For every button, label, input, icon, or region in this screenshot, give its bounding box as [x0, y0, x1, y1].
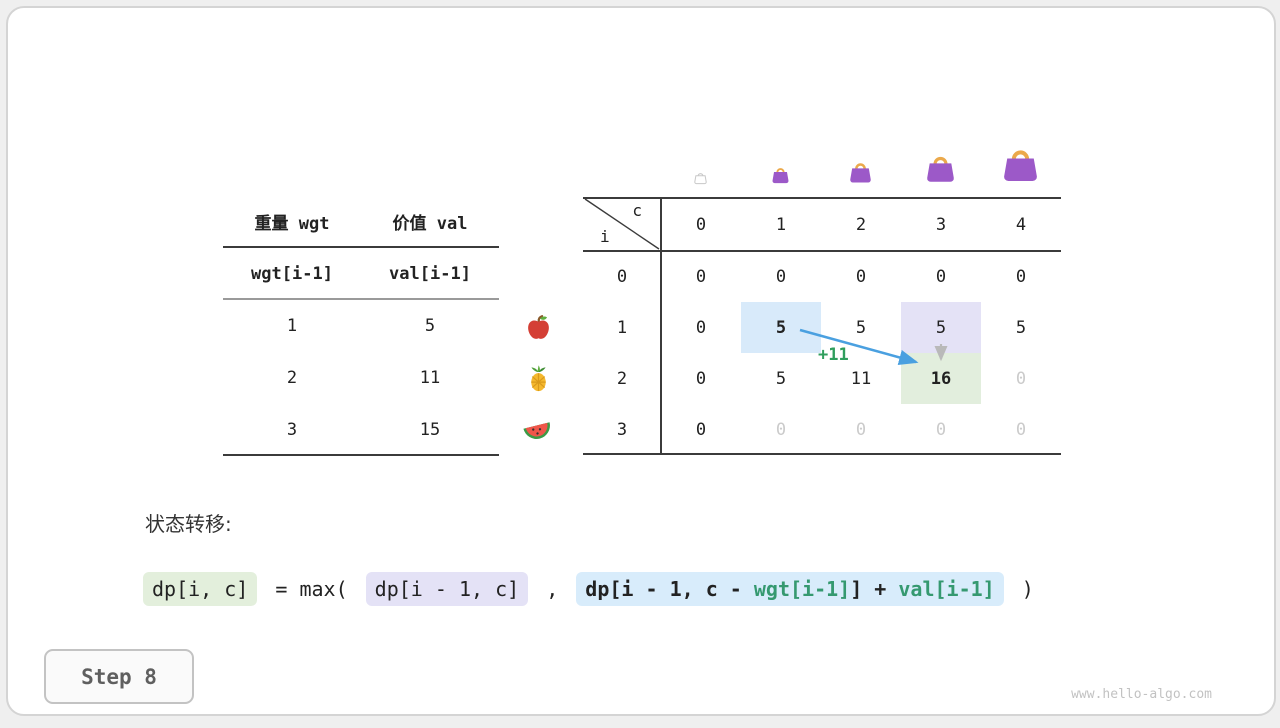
- formula-chip-dp: dp[i, c]: [143, 572, 258, 606]
- dp-cell-0-0: 0: [695, 266, 707, 287]
- formula-eq-max: = max(: [263, 577, 360, 601]
- bag-outline-tiny-icon: [693, 170, 708, 185]
- dp-cell-1-4: 5: [1015, 317, 1027, 338]
- item-2-weight: 2: [286, 368, 298, 388]
- formula-comma: ,: [534, 577, 571, 601]
- formula-take-part1: dp[i - 1, c -: [585, 577, 754, 601]
- dp-col-header-2: 2: [855, 214, 867, 235]
- bag-large-icon: [923, 150, 958, 185]
- dp-table-rule-header: [583, 250, 1061, 252]
- dp-cell-2-2: 11: [850, 368, 872, 389]
- items-formula-wgt: wgt[i-1]: [251, 264, 333, 284]
- dp-table: i c 0 1 2 3 4 0 0 0 0 0 0 1 0 5 5 5 5 2 …: [583, 198, 1061, 455]
- items-header-weight: 重量 wgt: [254, 214, 330, 234]
- figure-card: 重量 wgt 价值 val wgt[i-1] val[i-1] 1 5 2 11…: [6, 6, 1276, 716]
- dp-cell-2-0: 0: [695, 368, 707, 389]
- apple-icon: [523, 312, 554, 343]
- dp-cell-1-1: 5: [741, 302, 821, 353]
- formula-chip-prev: dp[i - 1, c]: [365, 572, 529, 606]
- formula-take-part2: ] +: [850, 577, 899, 601]
- dp-cell-3-1: 0: [775, 419, 787, 440]
- bag-xlarge-icon: [999, 142, 1042, 185]
- dp-cell-3-0: 0: [695, 419, 707, 440]
- dp-col-header-3: 3: [935, 214, 947, 235]
- formula-chip-take: dp[i - 1, c - wgt[i-1]] + val[i-1]: [576, 572, 1004, 606]
- bag-small-icon: [770, 164, 791, 185]
- transition-formula: dp[i, c] = max( dp[i - 1, c] , dp[i - 1,…: [143, 569, 1040, 609]
- items-table-rule-mid: [223, 298, 499, 300]
- watermark: www.hello-algo.com: [1071, 687, 1212, 702]
- step-badge: Step 8: [44, 649, 194, 704]
- formula-take-val: val[i-1]: [898, 577, 995, 601]
- item-1-weight: 1: [286, 316, 298, 336]
- dp-row-header-0: 0: [616, 266, 628, 287]
- item-2-value: 11: [419, 368, 441, 388]
- dp-table-rule-vertical: [660, 197, 662, 455]
- dp-table-rule-bottom: [583, 453, 1061, 455]
- dp-cell-2-1: 5: [775, 368, 787, 389]
- items-table-rule-bottom: [223, 454, 499, 456]
- dp-col-header-1: 1: [775, 214, 787, 235]
- col-variable-label: c: [632, 201, 642, 220]
- bag-medium-icon: [847, 158, 874, 185]
- dp-cell-1-3: 5: [901, 302, 981, 353]
- dp-cell-0-4: 0: [1015, 266, 1027, 287]
- item-3-weight: 3: [286, 420, 298, 440]
- dp-cell-2-4: 0: [1015, 368, 1027, 389]
- dp-cell-3-3: 0: [935, 419, 947, 440]
- watermelon-icon: [517, 409, 557, 449]
- items-table: 重量 wgt 价值 val wgt[i-1] val[i-1] 1 5 2 11…: [223, 195, 499, 456]
- items-table-rule-top: [223, 246, 499, 248]
- dp-corner-cell: i c: [583, 198, 661, 251]
- items-header-value: 价值 val: [392, 214, 468, 234]
- dp-table-rule-top: [583, 197, 1061, 199]
- dp-cell-0-1: 0: [775, 266, 787, 287]
- dp-cell-1-2: 5: [855, 317, 867, 338]
- transition-title: 状态转移:: [145, 512, 232, 536]
- pineapple-icon: [523, 363, 554, 394]
- dp-col-header-0: 0: [695, 214, 707, 235]
- dp-col-header-4: 4: [1015, 214, 1027, 235]
- dp-cell-0-2: 0: [855, 266, 867, 287]
- dp-cell-3-2: 0: [855, 419, 867, 440]
- formula-close-paren: ): [1009, 577, 1034, 601]
- formula-take-wgt: wgt[i-1]: [753, 577, 851, 601]
- dp-row-header-3: 3: [616, 419, 628, 440]
- dp-cell-3-4: 0: [1015, 419, 1027, 440]
- items-formula-val: val[i-1]: [389, 264, 471, 284]
- row-variable-label: i: [600, 227, 610, 246]
- item-3-value: 15: [419, 420, 441, 440]
- dp-cell-2-3: 16: [901, 353, 981, 404]
- dp-cell-0-3: 0: [935, 266, 947, 287]
- transition-gain-label: +11: [818, 345, 849, 365]
- dp-row-header-2: 2: [616, 368, 628, 389]
- item-1-value: 5: [424, 316, 436, 336]
- dp-row-header-1: 1: [616, 317, 628, 338]
- dp-cell-1-0: 0: [695, 317, 707, 338]
